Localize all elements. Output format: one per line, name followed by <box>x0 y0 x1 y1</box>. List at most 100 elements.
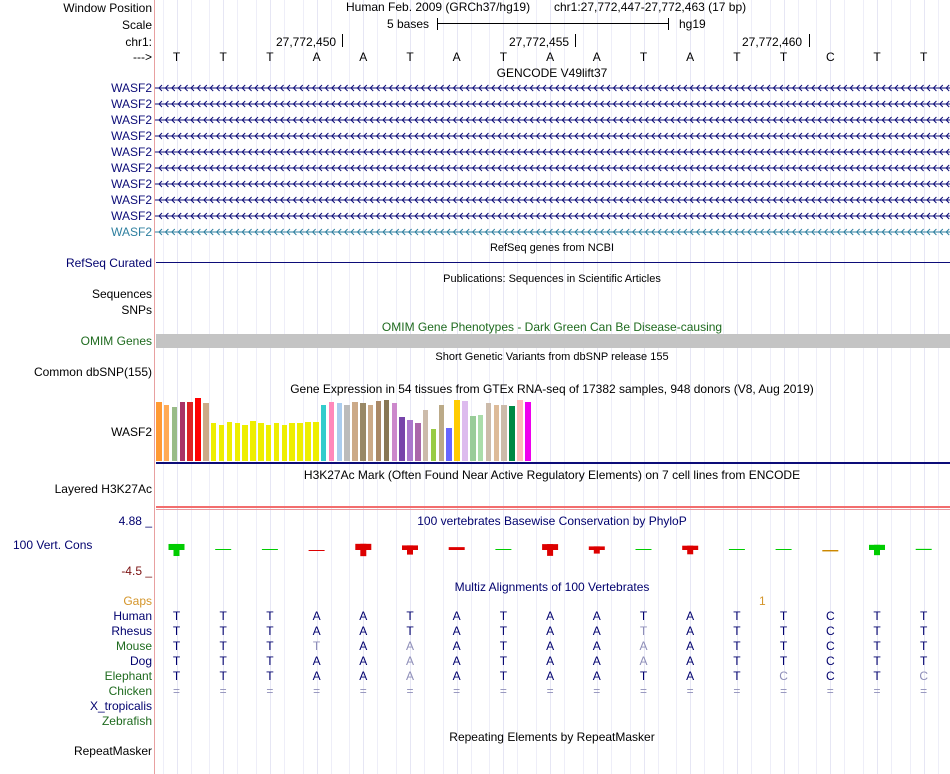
gencode-transcript-label[interactable]: WASF2 <box>111 209 152 223</box>
species-label[interactable]: X_tropicalis <box>89 699 152 713</box>
gtex-tissue-bar[interactable] <box>163 405 170 461</box>
gtex-tissue-bar[interactable] <box>203 403 209 461</box>
gtex-tissue-bar[interactable] <box>187 402 193 461</box>
gencode-transcript-line[interactable] <box>155 131 950 141</box>
species-label[interactable]: Mouse <box>115 639 152 653</box>
gtex-title[interactable]: Gene Expression in 54 tissues from GTEx … <box>290 382 814 396</box>
gtex-tissue-bar[interactable] <box>399 417 405 461</box>
dbsnp-label[interactable]: Common dbSNP(155) <box>33 365 152 379</box>
phylop-label[interactable]: 100 Vert. Cons <box>13 538 93 552</box>
omim-feature[interactable] <box>156 334 950 348</box>
phylop-bar[interactable] <box>775 549 792 550</box>
gtex-tissue-bar[interactable] <box>265 425 272 461</box>
gtex-tissue-bar[interactable] <box>367 405 374 461</box>
gtex-tissue-bar[interactable] <box>391 403 398 461</box>
gtex-tissue-bar[interactable] <box>462 401 468 461</box>
phylop-bar[interactable] <box>261 549 278 550</box>
phylop-bar[interactable] <box>822 550 839 552</box>
dbsnp-title[interactable]: Short Genetic Variants from dbSNP releas… <box>435 351 669 363</box>
phylop-bar[interactable] <box>728 549 745 550</box>
phylop-bar[interactable] <box>448 547 465 550</box>
gtex-tissue-bar[interactable] <box>336 403 343 461</box>
species-label[interactable]: Rhesus <box>111 624 152 638</box>
snps-label[interactable]: SNPs <box>121 303 152 317</box>
gencode-transcript-label[interactable]: WASF2 <box>111 113 152 127</box>
gencode-transcript-line[interactable] <box>155 227 950 237</box>
gtex-tissue-bar[interactable] <box>470 416 476 461</box>
gtex-tissue-bar[interactable] <box>383 400 390 461</box>
phylop-bar[interactable] <box>915 548 932 550</box>
gencode-transcript-label[interactable]: WASF2 <box>111 225 152 239</box>
species-label[interactable]: Chicken <box>108 684 152 698</box>
gencode-transcript-line[interactable] <box>155 179 950 189</box>
gtex-tissue-bar[interactable] <box>313 422 319 461</box>
gtex-gene-line[interactable] <box>156 462 950 464</box>
gencode-transcript-line[interactable] <box>155 147 950 157</box>
refseq-line[interactable] <box>156 262 950 263</box>
repeatmasker-label[interactable]: RepeatMasker <box>73 744 152 758</box>
gencode-transcript-line[interactable] <box>155 211 950 221</box>
gtex-tissue-bar[interactable] <box>320 405 327 461</box>
gtex-tissue-bar[interactable] <box>297 423 303 461</box>
phylop-bar[interactable] <box>495 549 512 550</box>
gencode-transcript-label[interactable]: WASF2 <box>111 81 152 95</box>
phylop-title[interactable]: 100 vertebrates Basewise Conservation by… <box>417 514 687 528</box>
gtex-tissue-bar[interactable] <box>446 428 452 461</box>
repeatmasker-title[interactable]: Repeating Elements by RepeatMasker <box>449 730 655 744</box>
gtex-tissue-bar[interactable] <box>226 422 233 461</box>
gtex-tissue-bar[interactable] <box>328 402 335 461</box>
gtex-tissue-bar[interactable] <box>430 429 437 461</box>
gtex-tissue-bar[interactable] <box>352 402 358 461</box>
gencode-transcript-label[interactable]: WASF2 <box>111 193 152 207</box>
refseq-label[interactable]: RefSeq Curated <box>65 256 152 270</box>
gtex-tissue-bar[interactable] <box>517 400 523 461</box>
gencode-transcript-label[interactable]: WASF2 <box>111 177 152 191</box>
species-label[interactable]: Dog <box>129 654 152 668</box>
gtex-tissue-bar[interactable] <box>171 407 178 461</box>
gtex-tissue-bar[interactable] <box>289 423 295 461</box>
h3k27ac-signal-layer[interactable] <box>156 509 950 510</box>
phylop-bar[interactable] <box>308 550 325 551</box>
h3k27ac-title[interactable]: H3K27Ac Mark (Often Found Near Active Re… <box>303 468 801 482</box>
gtex-tissue-bar[interactable] <box>509 406 515 461</box>
gencode-transcript-line[interactable] <box>155 163 950 173</box>
gtex-tissue-bar[interactable] <box>344 405 350 461</box>
gtex-tissue-bar[interactable] <box>305 422 311 461</box>
h3k27ac-label[interactable]: Layered H3K27Ac <box>54 482 152 496</box>
gtex-tissue-bar[interactable] <box>422 410 429 461</box>
species-label[interactable]: Human <box>113 609 152 623</box>
gtex-label[interactable]: WASF2 <box>111 425 152 439</box>
gencode-transcript-label[interactable]: WASF2 <box>111 145 152 159</box>
gtex-tissue-bar[interactable] <box>454 400 460 461</box>
gtex-tissue-bar[interactable] <box>360 403 366 461</box>
gtex-tissue-bar[interactable] <box>525 402 531 461</box>
omim-title[interactable]: OMIM Gene Phenotypes - Dark Green Can Be… <box>381 320 723 334</box>
omim-label[interactable]: OMIM Genes <box>80 334 152 348</box>
phylop-bar[interactable] <box>215 549 232 550</box>
sequences-label[interactable]: Sequences <box>91 287 152 301</box>
gtex-tissue-bar[interactable] <box>156 402 162 461</box>
gencode-transcript-line[interactable] <box>155 115 950 125</box>
h3k27ac-signal[interactable] <box>156 506 950 508</box>
gtex-tissue-bar[interactable] <box>258 423 264 461</box>
gencode-transcript-line[interactable] <box>155 99 950 109</box>
gtex-tissue-bar[interactable] <box>210 423 217 461</box>
gencode-transcript-line[interactable] <box>155 195 950 205</box>
gtex-tissue-bar[interactable] <box>438 405 445 461</box>
gtex-tissue-bar[interactable] <box>375 401 382 461</box>
gtex-tissue-bar[interactable] <box>281 425 288 461</box>
gencode-transcript-label[interactable]: WASF2 <box>111 97 152 111</box>
gencode-title[interactable]: GENCODE V49lift37 <box>496 66 608 80</box>
publications-title[interactable]: Publications: Sequences in Scientific Ar… <box>443 273 661 285</box>
phylop-bar[interactable] <box>635 549 652 550</box>
gencode-transcript-label[interactable]: WASF2 <box>111 129 152 143</box>
gtex-tissue-bar[interactable] <box>218 425 225 461</box>
gtex-tissue-bar[interactable] <box>493 405 500 461</box>
gencode-transcript-label[interactable]: WASF2 <box>111 161 152 175</box>
gtex-tissue-bar[interactable] <box>179 402 186 461</box>
gtex-tissue-bar[interactable] <box>273 423 280 461</box>
gtex-tissue-bar[interactable] <box>415 423 421 461</box>
gencode-transcript-line[interactable] <box>155 83 950 93</box>
multiz-title[interactable]: Multiz Alignments of 100 Vertebrates <box>454 580 650 594</box>
gtex-tissue-bar[interactable] <box>195 398 201 461</box>
